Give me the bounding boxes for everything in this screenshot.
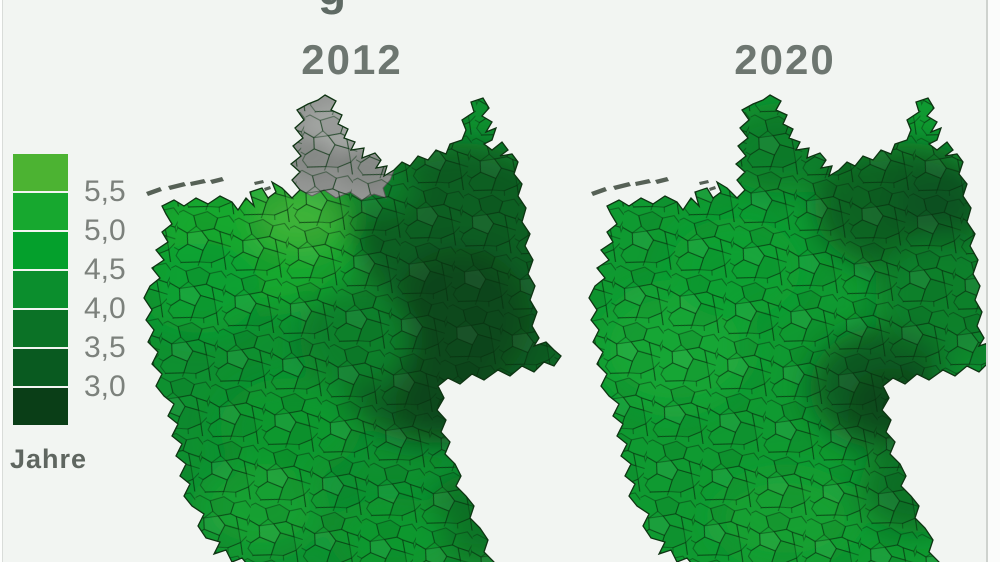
legend-tick-label: 5,5 xyxy=(84,175,126,208)
cropped-title-fragment: g xyxy=(318,0,346,16)
frisian-islands-2012 xyxy=(146,177,271,196)
legend-swatch xyxy=(13,310,68,347)
right-margin xyxy=(988,0,1000,562)
legend-tick-label: 5,0 xyxy=(84,214,126,247)
legend-tick-label: 3,0 xyxy=(84,370,126,403)
left-border-line xyxy=(2,0,3,562)
right-border-line xyxy=(986,0,988,562)
map-2020-fills xyxy=(589,95,1000,562)
map-2012-year-label: 2012 xyxy=(301,36,403,83)
district-boundaries-texture xyxy=(589,95,1000,562)
legend-unit-label: Jahre xyxy=(10,444,88,474)
choropleth-map-2012 xyxy=(143,94,562,562)
legend-swatch xyxy=(13,193,68,230)
map-2020-year-label: 2020 xyxy=(734,36,836,83)
legend-tick-label: 4,0 xyxy=(84,292,126,325)
legend-swatch xyxy=(13,388,68,425)
legend-swatch xyxy=(13,271,68,308)
left-margin xyxy=(0,0,2,562)
legend-swatch xyxy=(13,349,68,386)
choropleth-map-2020 xyxy=(588,94,1000,562)
frisian-islands-2020 xyxy=(591,177,716,196)
legend-swatch xyxy=(13,154,68,191)
legend-tick-label: 3,5 xyxy=(84,331,126,364)
legend-tick-label: 4,5 xyxy=(84,253,126,286)
legend-color-scale: 5,5 5,0 4,5 4,0 3,5 3,0 Jahre xyxy=(0,0,140,562)
legend-swatch xyxy=(13,232,68,269)
